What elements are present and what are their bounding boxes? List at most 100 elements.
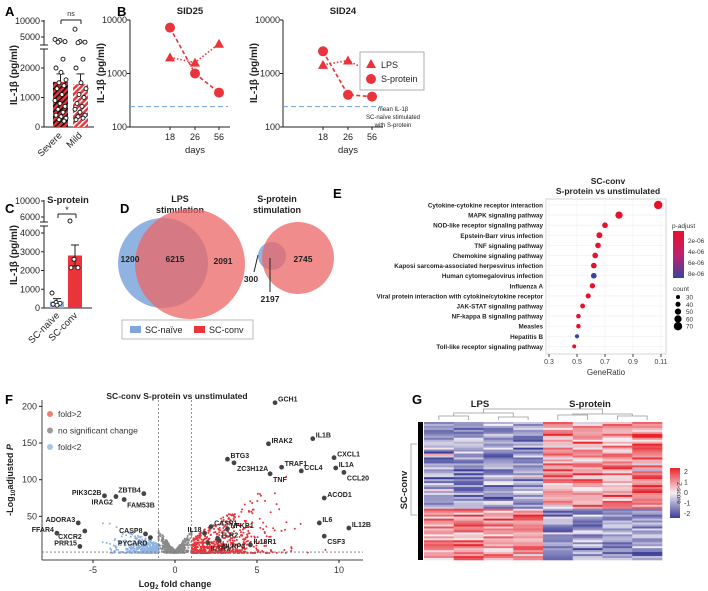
column-group-label: S-protein	[569, 399, 611, 410]
heatmap-cell	[483, 546, 514, 549]
heatmap-cell	[543, 459, 574, 462]
pathway-dot	[580, 303, 586, 309]
heatmap-cell	[453, 538, 484, 541]
pathway-label: Human cytomegalovirus infection	[442, 273, 543, 280]
volcano-point-ns	[181, 546, 184, 549]
heatmap-cell	[543, 431, 574, 435]
pathway-dot	[576, 323, 581, 329]
volcano-point-down	[144, 537, 147, 540]
heatmap-cell	[543, 502, 574, 506]
heatmap-cell	[632, 500, 663, 504]
venn-circle-sc-conv	[135, 209, 245, 319]
volcano-point-up	[265, 525, 268, 528]
heatmap-cell	[513, 455, 544, 458]
color-legend-label: 4e-06	[688, 249, 705, 256]
data-point	[80, 56, 86, 62]
x-axis-label: days	[338, 145, 358, 156]
heatmap-cell	[424, 522, 455, 525]
volcano-point-up	[263, 542, 266, 545]
legend-label: fold>2	[58, 409, 82, 419]
volcano-point-up	[226, 540, 229, 543]
color-legend-label: 6e-06	[688, 260, 705, 267]
heatmap-cell	[572, 473, 603, 476]
heatmap-cell	[602, 455, 633, 458]
volcano-point-ns	[189, 537, 192, 540]
heatmap-cell	[572, 463, 603, 466]
y-tick-label: 100	[265, 122, 280, 132]
heatmap-cell	[483, 530, 514, 533]
size-legend-label: 30	[686, 295, 694, 302]
heatmap-cell	[483, 433, 514, 437]
volcano-point-up	[203, 541, 206, 544]
heatmap-cell	[602, 552, 633, 555]
heatmap-cell	[543, 483, 574, 486]
volcano-point-up	[195, 535, 198, 538]
volcano-point-up	[223, 543, 226, 546]
heatmap-cell	[572, 492, 603, 496]
volcano-point-up	[226, 534, 229, 537]
volcano-point-up	[231, 526, 234, 529]
volcano-point-down	[140, 548, 143, 551]
heatmap-cell	[572, 516, 603, 519]
y-axis-label: IL-1β (pg/ml)	[96, 43, 107, 103]
heatmap-cell	[513, 427, 544, 431]
venn-circle-sc-conv	[262, 222, 334, 294]
legend-label: no significant change	[58, 426, 138, 436]
heatmap-cell	[602, 467, 633, 470]
data-point	[62, 39, 68, 45]
heatmap-cell	[483, 510, 514, 513]
heatmap-cell	[453, 516, 484, 519]
heatmap-cell	[513, 554, 544, 557]
volcano-point-ns	[179, 551, 182, 554]
heatmap-cell	[572, 459, 603, 462]
volcano-point-down	[154, 544, 157, 547]
x-tick-label: 0.11	[654, 359, 667, 366]
heatmap-cell	[453, 471, 484, 474]
series-line-s-protein	[322, 50, 373, 98]
heatmap-cell	[453, 508, 484, 512]
volcano-point-up	[243, 541, 246, 544]
heatmap-cell	[483, 427, 514, 431]
s-protein-marker	[165, 22, 175, 33]
heatmap-cell	[453, 530, 484, 533]
data-point	[55, 106, 61, 112]
gene-point	[205, 540, 211, 546]
volcano-point-up	[250, 535, 253, 538]
heatmap-cell	[483, 536, 514, 539]
volcano-point-up	[228, 517, 231, 520]
heatmap-cell	[453, 489, 484, 492]
heatmap-cell	[602, 544, 633, 547]
heatmap-cell	[543, 550, 574, 553]
volcano-point-ns	[170, 547, 173, 550]
heatmap-cell	[572, 552, 603, 555]
volcano-point-down	[154, 542, 157, 545]
heatmap-cell	[513, 494, 544, 498]
heatmap-cell	[513, 552, 544, 555]
heatmap-cell	[572, 483, 603, 486]
gene-label: IL1R1	[211, 546, 230, 553]
heatmap-cell	[424, 481, 455, 484]
volcano-point-up	[227, 535, 230, 538]
legend-triangle-icon	[366, 59, 376, 68]
y-tick-label: 10000	[102, 15, 127, 25]
heatmap-cell	[453, 423, 484, 427]
volcano-point-up	[206, 546, 209, 549]
heatmap-cell	[483, 534, 514, 537]
volcano-point-up	[229, 539, 232, 542]
heatmap-cell	[424, 502, 455, 506]
heatmap-cell	[453, 534, 484, 537]
data-point	[54, 302, 60, 308]
volcano-point-down	[136, 551, 139, 554]
gene-point	[341, 469, 347, 475]
volcano-point-ns	[187, 549, 190, 552]
gene-point	[121, 497, 127, 502]
heatmap-cell	[543, 475, 574, 478]
heatmap-cell	[424, 528, 455, 531]
heatmap-cell	[513, 550, 544, 553]
heatmap-cell	[543, 457, 574, 460]
volcano-point-up	[259, 526, 262, 529]
volcano-point-up	[201, 542, 204, 545]
heatmap-cell	[572, 447, 603, 450]
heatmap-cell	[632, 534, 663, 537]
panel-label-f: F	[5, 392, 13, 407]
